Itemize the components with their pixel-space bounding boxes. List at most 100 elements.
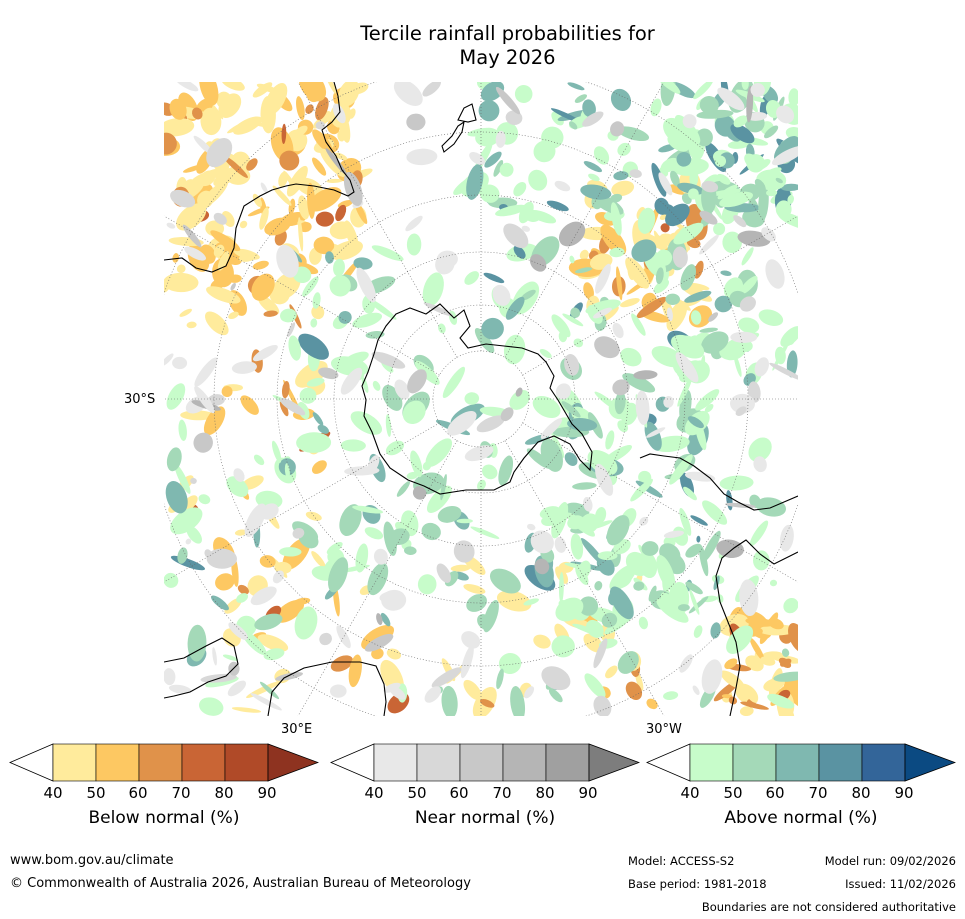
probability-patch — [211, 595, 229, 611]
probability-patch — [182, 224, 202, 248]
africa-coastline — [164, 637, 387, 716]
probability-patch — [659, 203, 675, 215]
probability-patch — [617, 142, 631, 156]
probability-patch — [496, 590, 532, 612]
tick-label: 40 — [43, 784, 63, 802]
probability-patch — [495, 130, 506, 148]
probability-patch — [328, 557, 349, 593]
probability-patch — [281, 123, 287, 144]
probability-patch — [684, 471, 716, 482]
probability-patch — [279, 399, 289, 417]
above-normal-label: Above normal (%) — [724, 808, 878, 828]
probability-patch — [447, 411, 477, 436]
probability-patch — [567, 417, 598, 432]
probability-patch — [450, 564, 471, 572]
probability-patch — [780, 326, 798, 347]
probability-patch — [787, 194, 794, 204]
probability-patch — [720, 670, 745, 689]
probability-patch — [394, 379, 410, 400]
probability-patch — [422, 461, 432, 471]
probability-patch — [279, 150, 300, 171]
probability-patch — [352, 312, 383, 328]
probability-patch — [750, 83, 765, 97]
probability-patch — [528, 169, 548, 191]
probability-patch — [677, 375, 693, 407]
probability-patch — [735, 406, 747, 417]
probability-patch — [194, 386, 215, 414]
probability-patch — [554, 536, 567, 553]
tick-label: 50 — [723, 784, 743, 802]
colorbar-segment — [732, 743, 777, 782]
probability-patch — [330, 655, 354, 672]
probability-patch — [609, 247, 625, 258]
probability-patch — [777, 212, 798, 230]
probability-patch — [464, 271, 480, 285]
probability-patch — [551, 314, 571, 338]
probability-patch — [605, 665, 618, 679]
probability-patch — [594, 336, 620, 359]
website-link[interactable]: www.bom.gov.au/climate — [10, 853, 174, 868]
probability-patch — [206, 548, 237, 569]
probability-patch — [738, 317, 760, 334]
probability-patch — [524, 686, 535, 699]
probability-patch — [253, 454, 265, 466]
longitude-label-west: 30°W — [646, 722, 682, 737]
probability-patch — [175, 82, 199, 92]
probability-patch — [257, 634, 289, 652]
copyright-text: © Commonwealth of Australia 2026, Austra… — [10, 876, 471, 891]
probability-patch — [199, 170, 216, 187]
probability-patch — [385, 414, 392, 437]
probability-patch — [714, 295, 733, 313]
probability-patch — [244, 503, 266, 537]
probability-patch — [330, 684, 347, 698]
probability-patch — [716, 539, 744, 558]
probability-patch — [573, 338, 584, 348]
probability-patch — [569, 255, 575, 264]
colorbar-segment — [138, 743, 183, 782]
probability-patch — [513, 245, 526, 259]
probability-patch — [306, 182, 316, 219]
probability-patch — [701, 180, 719, 193]
probability-patch — [583, 496, 593, 512]
probability-patch — [422, 82, 441, 97]
above-normal-ticks: 40 50 60 70 80 90 — [646, 784, 956, 804]
probability-patch — [699, 327, 718, 333]
probability-patch — [748, 437, 772, 462]
probability-patch — [364, 527, 384, 540]
probability-patch — [663, 530, 684, 539]
probability-patch — [689, 589, 700, 615]
probability-patch — [292, 125, 308, 138]
probability-patch — [562, 313, 584, 327]
probability-patch — [605, 430, 615, 450]
probability-patch — [555, 597, 584, 622]
probability-patch — [701, 331, 729, 354]
south-america-coastline — [639, 453, 798, 716]
probability-patch — [406, 148, 438, 166]
probability-patch — [352, 505, 384, 514]
probability-patch — [356, 267, 377, 303]
probability-patch — [567, 82, 585, 91]
probability-patch — [546, 200, 569, 212]
probability-patch — [207, 394, 225, 406]
probability-patch — [625, 551, 650, 577]
probability-patch — [376, 613, 383, 626]
probability-patch — [625, 257, 650, 289]
probability-patch — [579, 249, 589, 261]
probability-patch — [683, 486, 697, 501]
probability-patch — [583, 282, 594, 300]
probability-patch — [164, 272, 199, 293]
probability-patch — [724, 658, 738, 670]
probability-patch — [558, 572, 564, 604]
probability-patch — [765, 259, 785, 289]
colorbar-segment — [373, 743, 418, 782]
colorbar-max-extension — [267, 743, 319, 782]
probability-patch — [578, 596, 599, 616]
probability-patch — [311, 550, 326, 569]
probability-patch — [492, 284, 511, 306]
probability-patch — [656, 555, 676, 591]
probability-patch — [180, 410, 215, 421]
probability-patch — [695, 389, 720, 411]
below-normal-label: Below normal (%) — [88, 808, 240, 828]
probability-patch — [685, 543, 702, 558]
probability-patch — [766, 189, 778, 197]
